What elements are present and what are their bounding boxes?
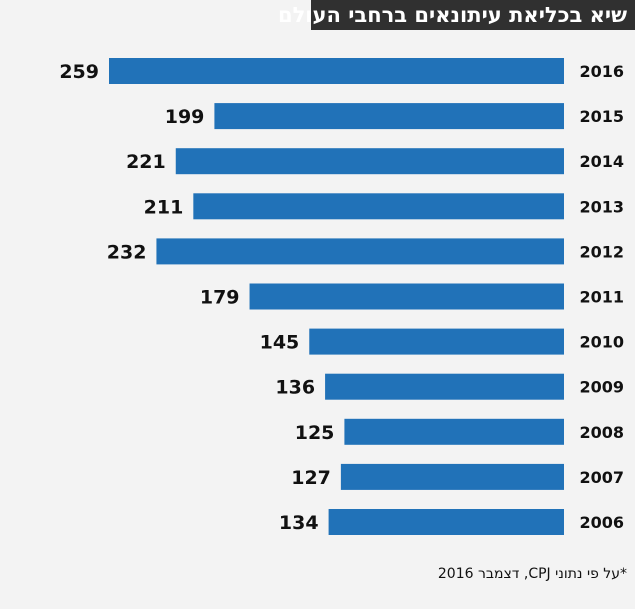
bar-2006 [328, 509, 564, 535]
bar-2008 [344, 418, 564, 445]
bar-2010 [309, 328, 564, 355]
category-label-2014: 2014 [579, 152, 624, 171]
category-label-2012: 2012 [579, 242, 624, 261]
category-label-2013: 2013 [579, 197, 624, 216]
chart-title: שיא בכליאת עיתונאים ברחבי העולם [277, 3, 627, 27]
category-label-2011: 2011 [579, 288, 624, 307]
category-label-2015: 2015 [579, 107, 624, 126]
category-label-2006: 2006 [579, 513, 624, 532]
bar-2013 [193, 193, 564, 220]
category-label-2007: 2007 [579, 468, 624, 487]
value-label-2015: 199 [165, 106, 205, 128]
title-bar: שיא בכליאת עיתונאים ברחבי העולם [278, 0, 635, 30]
bar-2016 [109, 58, 564, 84]
bar-chart: 259 2016 199 2015 221 2014 211 2013 232 2012 179 20… [59, 58, 624, 535]
bar-2012 [156, 238, 564, 265]
bar-2009 [325, 373, 564, 400]
category-label-2009: 2009 [579, 378, 624, 397]
value-label-2014: 221 [126, 151, 166, 173]
bar-2007 [340, 463, 564, 490]
value-label-2009: 136 [275, 377, 315, 399]
value-label-2006: 134 [279, 512, 319, 534]
value-label-2016: 259 [59, 61, 99, 83]
bar-2015 [214, 103, 565, 130]
value-label-2011: 179 [200, 287, 240, 309]
bar-2014 [175, 148, 564, 175]
category-label-2008: 2008 [579, 423, 624, 442]
value-label-2013: 211 [144, 196, 184, 218]
value-label-2008: 125 [295, 422, 335, 444]
category-label-2010: 2010 [579, 333, 624, 352]
value-label-2007: 127 [291, 467, 331, 489]
value-label-2010: 145 [260, 332, 300, 354]
source-footnote: *על פי נתוני CPJ, דצמבר 2016 [437, 566, 627, 582]
value-label-2012: 232 [107, 241, 147, 263]
bar-2011 [249, 283, 565, 310]
category-label-2016: 2016 [579, 62, 624, 81]
